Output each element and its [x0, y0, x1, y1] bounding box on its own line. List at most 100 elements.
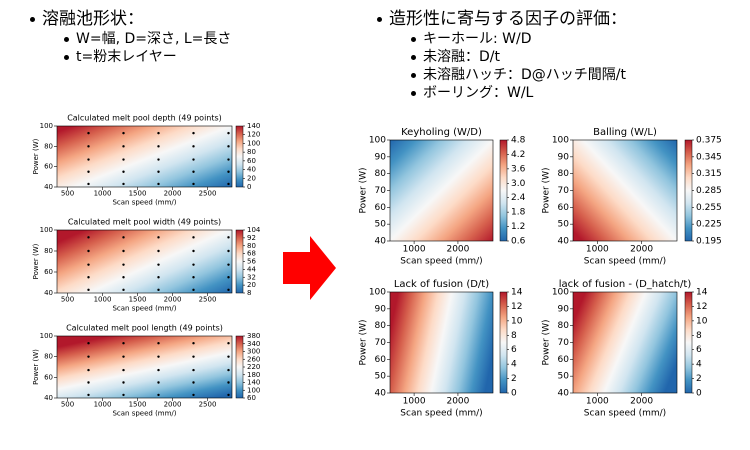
colorbar-tick-label: 180 — [247, 371, 260, 379]
y-tick-label: 100 — [40, 122, 53, 130]
x-tick-label: 2000 — [630, 397, 653, 407]
y-tick-label: 100 — [369, 288, 386, 298]
colorbar-tick-label: 140 — [247, 379, 260, 387]
sample-point — [157, 342, 160, 345]
colorbar-tick-label: 8 — [247, 289, 251, 297]
colorbar-tick-label: 220 — [247, 363, 260, 371]
sample-point — [87, 170, 90, 173]
contour-field — [390, 292, 493, 393]
sample-point — [192, 182, 195, 186]
colorbar-tick-label: 0.375 — [696, 136, 722, 146]
sample-point — [87, 249, 90, 253]
sample-point — [87, 236, 90, 239]
colorbar-tick-label: 0 — [511, 389, 517, 399]
sample-point — [122, 381, 125, 384]
contour-field — [57, 336, 232, 398]
y-tick-label: 80 — [44, 142, 53, 150]
colorbar-tick-label: 3.0 — [511, 179, 526, 189]
x-tick-label: 1000 — [586, 245, 609, 255]
x-tick-label: 2000 — [164, 189, 182, 197]
sample-point — [192, 288, 195, 292]
chart-title: lack of fusion - (D_hatch/t) — [559, 279, 692, 290]
colorbar-tick-label: 2 — [696, 374, 702, 384]
x-tick-label: 2500 — [199, 295, 217, 303]
chart-title: Balling (W/L) — [593, 127, 657, 138]
y-tick-label: 80 — [558, 321, 570, 331]
x-tick-label: 1500 — [129, 400, 147, 408]
sample-point — [227, 355, 230, 358]
chart-title: Calculated melt pool width (49 points) — [68, 218, 221, 227]
sample-point — [192, 158, 195, 161]
arrow — [283, 236, 336, 300]
sample-point — [227, 182, 230, 186]
sample-point — [227, 288, 230, 292]
bullet: 造形性に寄与する因子の評価： キーホール: W/D 未溶融：D/t 未溶融ハッチ：D… — [375, 8, 627, 102]
x-axis-label: Scan speed (mm/) — [400, 408, 482, 418]
x-tick-label: 2500 — [199, 189, 217, 197]
y-tick-label: 100 — [40, 332, 53, 340]
colorbar — [684, 139, 693, 242]
colorbar-tick-label: 0.345 — [696, 152, 722, 162]
colorbar-tick-label: 0.195 — [696, 237, 722, 247]
y-tick-label: 60 — [44, 268, 53, 276]
sample-point — [87, 182, 90, 186]
colorbar-tick-label: 8 — [696, 331, 702, 341]
y-tick-label: 100 — [552, 136, 569, 146]
y-axis-label: Power (W) — [32, 243, 40, 279]
contour-field — [57, 230, 232, 293]
y-axis-label: Power (W) — [542, 320, 552, 366]
colorbar-tick-label: 10 — [511, 316, 523, 326]
colorbar-tick-label: 1.2 — [511, 222, 525, 232]
colorbar-tick-label: 32 — [247, 273, 256, 281]
x-tick-label: 1500 — [129, 189, 147, 197]
sub-bullet: キーホール: W/D — [409, 30, 627, 48]
y-tick-label: 70 — [375, 186, 387, 196]
sample-point — [227, 158, 230, 161]
sample-point — [157, 158, 160, 161]
colorbar-tick-label: 2.4 — [511, 193, 526, 203]
y-tick-label: 100 — [40, 226, 53, 234]
colorbar-tick-label: 60 — [247, 394, 256, 402]
colorbar-tick-label: 0 — [247, 183, 251, 191]
sample-point — [192, 276, 195, 279]
sample-point — [192, 131, 195, 135]
y-tick-label: 90 — [375, 304, 387, 314]
sub-bullets: W=幅, D=深さ, L=長さ t=粉末レイヤー — [62, 30, 231, 66]
sample-point — [227, 145, 230, 148]
x-tick-label: 2000 — [446, 245, 469, 255]
colorbar-tick-label: 0.315 — [696, 169, 722, 179]
colorbar — [499, 139, 508, 242]
colorbar-tick-label: 0 — [696, 389, 702, 399]
y-axis-label: Power (W) — [359, 320, 369, 366]
sample-point — [122, 263, 125, 266]
y-tick-label: 60 — [558, 203, 570, 213]
x-axis-label: Scan speed (mm/) — [584, 408, 666, 418]
colorbar-tick-label: 20 — [247, 281, 256, 289]
colorbar-tick-label: 8 — [511, 331, 517, 341]
sample-point — [122, 131, 125, 135]
x-tick-label: 500 — [61, 295, 74, 303]
sample-point — [122, 170, 125, 173]
chart-title: Keyholing (W/D) — [401, 127, 482, 138]
y-tick-label: 40 — [44, 183, 53, 191]
colorbar — [499, 291, 508, 394]
sample-point — [157, 182, 160, 186]
colorbar-tick-label: 0.6 — [511, 237, 526, 247]
colorbar-tick-label: 6 — [511, 345, 517, 355]
colorbar-tick-label: 4 — [696, 360, 702, 370]
sample-point — [87, 342, 90, 345]
bullet: 溶融池形状： W=幅, D=深さ, L=長さ t=粉末レイヤー — [28, 8, 231, 66]
sample-point — [87, 145, 90, 148]
y-tick-label: 100 — [369, 136, 386, 146]
y-tick-label: 70 — [558, 186, 570, 196]
y-tick-label: 60 — [44, 373, 53, 381]
colorbar-tick-label: 4 — [511, 360, 517, 370]
colorbar-tick-label: 4.2 — [511, 150, 525, 160]
chart-title: Calculated melt pool depth (49 points) — [67, 114, 222, 123]
colorbar-tick-label: 4.8 — [511, 136, 526, 146]
colorbar-tick-label: 80 — [247, 148, 256, 156]
sample-point — [157, 263, 160, 266]
sample-point — [157, 170, 160, 173]
colorbar-tick-label: 80 — [247, 242, 256, 250]
sample-point — [157, 145, 160, 148]
